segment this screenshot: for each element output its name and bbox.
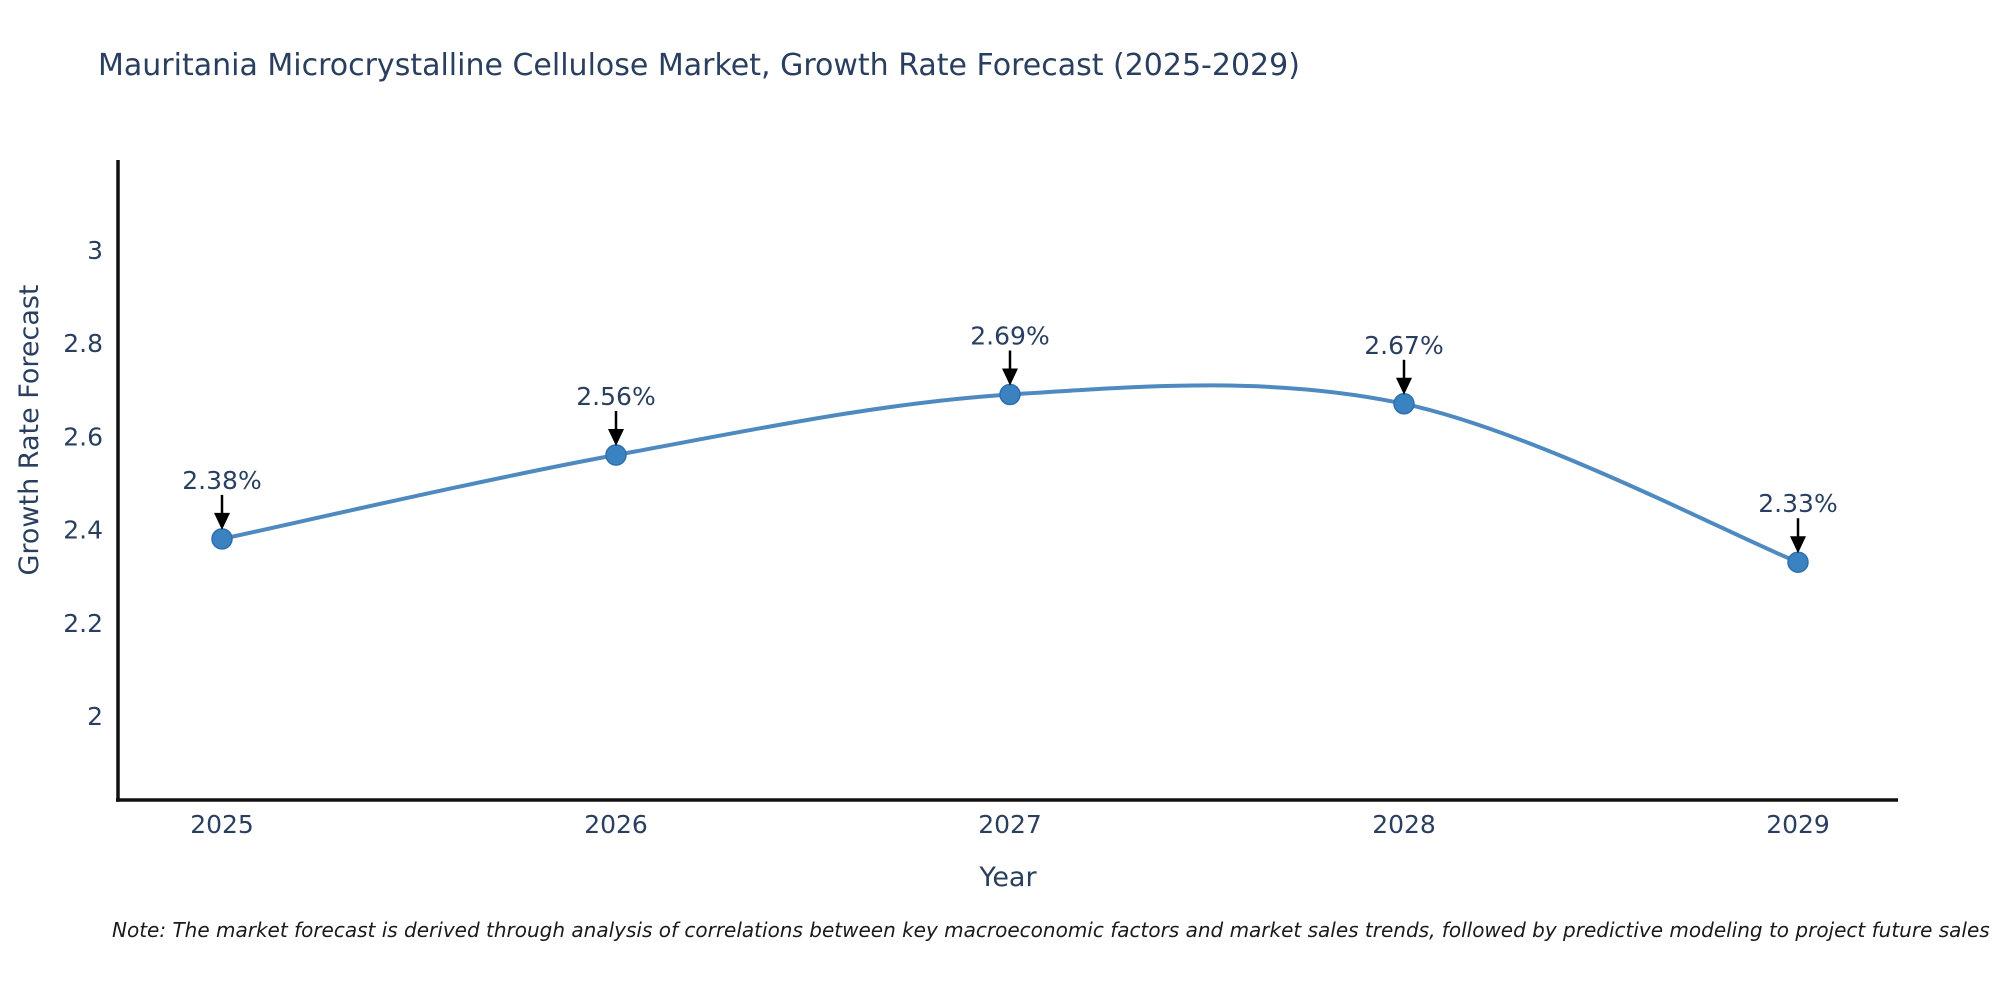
point-value-label: 2.69% — [970, 322, 1049, 351]
x-tick-label: 2026 — [584, 810, 648, 839]
point-annotation-2025: 2.38% — [182, 466, 262, 530]
data-point-marker-2027[interactable] — [999, 383, 1021, 406]
y-tick-label: 2.8 — [63, 329, 103, 358]
y-tick-label: 2.2 — [63, 609, 103, 638]
x-tick-label: 2028 — [1372, 810, 1436, 839]
chart-title: Mauritania Microcrystalline Cellulose Ma… — [98, 48, 1300, 83]
annotation-arrowhead-icon — [608, 429, 624, 446]
data-point-marker-2025[interactable] — [211, 528, 233, 550]
x-axis-title: Year — [978, 862, 1037, 893]
data-point-marker-2028[interactable] — [1393, 393, 1415, 415]
point-annotation-2029: 2.33% — [1758, 489, 1838, 554]
ticks-layer: 2 2.2 2.4 2.6 2.8 3 2025 2026 2027 2028 2029 — [63, 236, 1830, 839]
y-tick-label: 2 — [87, 702, 103, 731]
x-tick-label: 2027 — [978, 810, 1042, 839]
point-value-label: 2.56% — [576, 382, 655, 411]
data-point-marker-2029[interactable] — [1787, 551, 1809, 573]
point-value-label: 2.67% — [1364, 331, 1443, 360]
annotation-arrowhead-icon — [1396, 377, 1412, 395]
point-value-label: 2.38% — [182, 466, 261, 495]
series-layer — [211, 383, 1809, 573]
point-annotation-2027: 2.69% — [970, 322, 1050, 386]
data-point-marker-2026[interactable] — [605, 444, 627, 466]
annotations-layer: 2.38% 2.56% 2.69% 2.67% 2.33% — [182, 322, 1838, 554]
axes-layer — [116, 160, 1898, 802]
y-tick-label: 2.4 — [63, 516, 103, 545]
annotation-arrowhead-icon — [214, 512, 230, 530]
y-axis-title: Growth Rate Forecast — [14, 284, 45, 575]
annotation-arrowhead-icon — [1002, 368, 1018, 386]
footnote: Note: The market forecast is derived thr… — [112, 918, 1990, 942]
x-tick-label: 2025 — [190, 810, 254, 839]
point-annotation-2026: 2.56% — [576, 382, 656, 446]
annotation-arrowhead-icon — [1790, 536, 1806, 554]
y-tick-label: 3 — [87, 236, 103, 265]
point-value-label: 2.33% — [1758, 489, 1837, 518]
series-line — [220, 383, 1800, 565]
x-tick-label: 2029 — [1766, 810, 1830, 839]
y-tick-label: 2.6 — [63, 422, 103, 451]
point-annotation-2028: 2.67% — [1364, 331, 1444, 395]
